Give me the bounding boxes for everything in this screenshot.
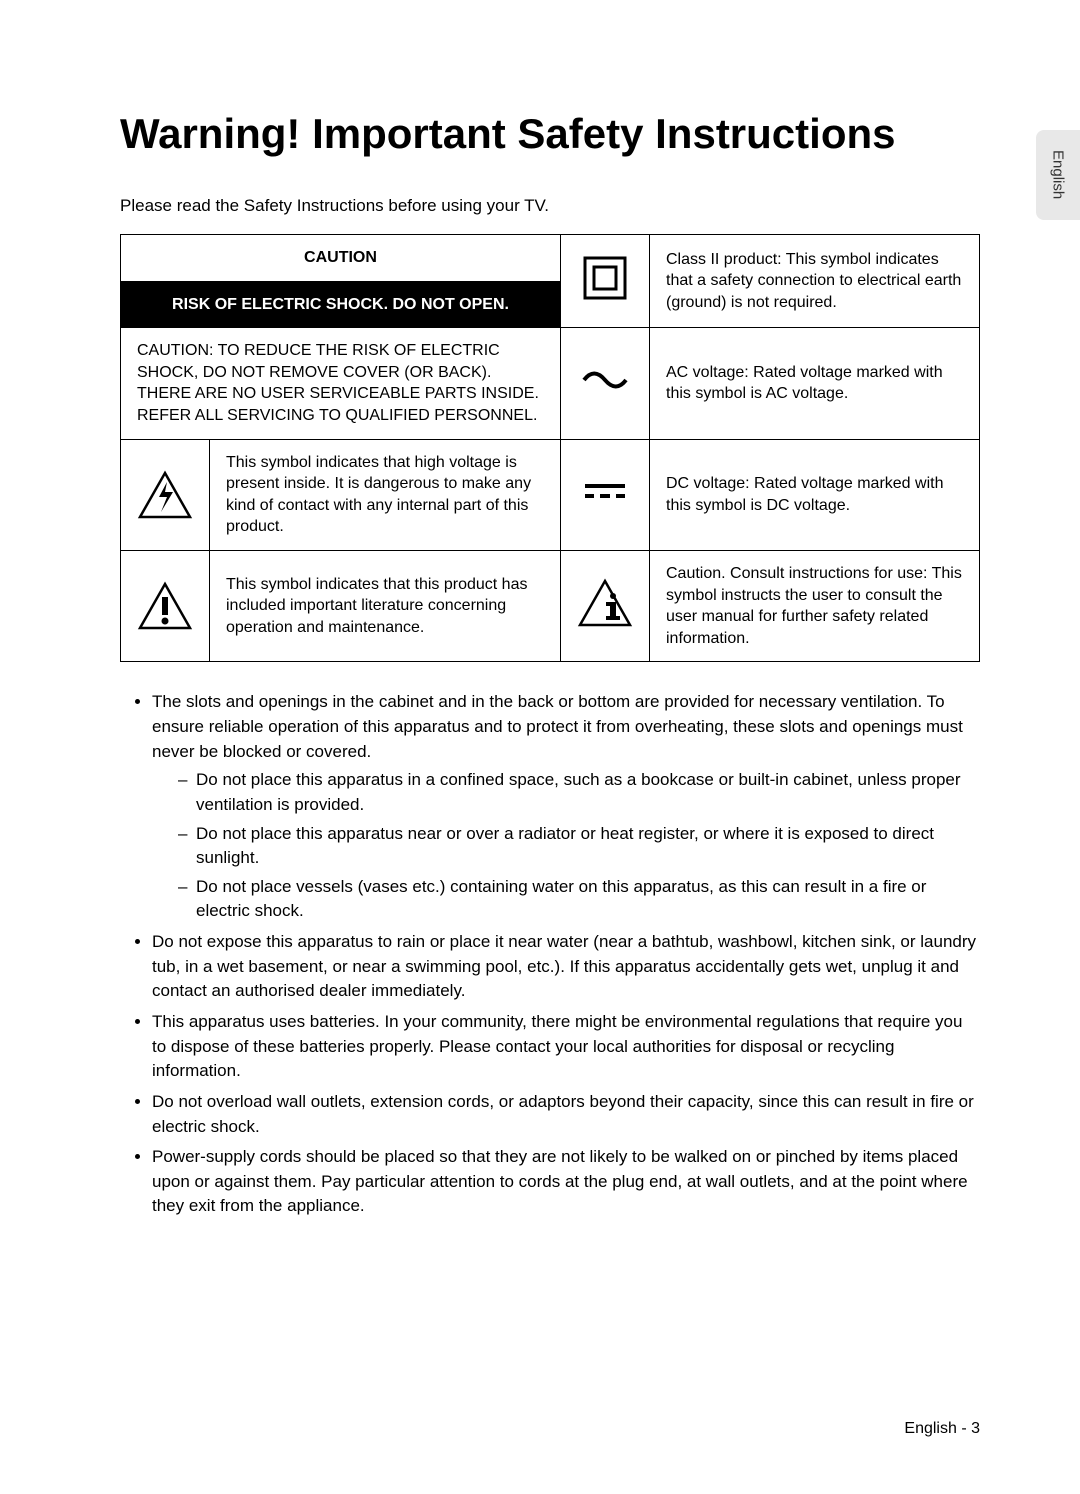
sub-item: Do not place this apparatus near or over… bbox=[178, 822, 980, 871]
caution-body: CAUTION: TO REDUCE THE RISK OF ELECTRIC … bbox=[121, 328, 561, 439]
consult-manual-icon bbox=[561, 550, 650, 661]
high-voltage-icon bbox=[121, 439, 210, 550]
safety-symbols-table: CAUTION Class II product: This symbol in… bbox=[120, 234, 980, 662]
bullet-item: Do not overload wall outlets, extension … bbox=[152, 1090, 980, 1139]
class2-text: Class II product: This symbol indicates … bbox=[650, 235, 980, 328]
page-footer: English - 3 bbox=[904, 1420, 980, 1438]
important-literature-text: This symbol indicates that this product … bbox=[210, 550, 561, 661]
class2-icon bbox=[561, 235, 650, 328]
risk-bar: RISK OF ELECTRIC SHOCK. DO NOT OPEN. bbox=[121, 281, 561, 328]
important-literature-icon bbox=[121, 550, 210, 661]
bullet-item: Do not expose this apparatus to rain or … bbox=[152, 930, 980, 1004]
sub-item: Do not place this apparatus in a confine… bbox=[178, 768, 980, 817]
sub-list: Do not place this apparatus in a confine… bbox=[152, 768, 980, 924]
caution-heading: CAUTION bbox=[121, 235, 561, 282]
bullet-item: The slots and openings in the cabinet an… bbox=[152, 690, 980, 924]
ac-voltage-text: AC voltage: Rated voltage marked with th… bbox=[650, 328, 980, 439]
safety-bullets: The slots and openings in the cabinet an… bbox=[120, 690, 980, 1219]
intro-text: Please read the Safety Instructions befo… bbox=[120, 196, 980, 216]
dc-voltage-icon bbox=[561, 439, 650, 550]
dc-voltage-text: DC voltage: Rated voltage marked with th… bbox=[650, 439, 980, 550]
high-voltage-text: This symbol indicates that high voltage … bbox=[210, 439, 561, 550]
ac-voltage-icon bbox=[561, 328, 650, 439]
bullet-item: This apparatus uses batteries. In your c… bbox=[152, 1010, 980, 1084]
consult-manual-text: Caution. Consult instructions for use: T… bbox=[650, 550, 980, 661]
bullet-item: Power-supply cords should be placed so t… bbox=[152, 1145, 980, 1219]
page-title: Warning! Important Safety Instructions bbox=[120, 110, 980, 158]
language-tab: English bbox=[1036, 130, 1080, 220]
language-tab-label: English bbox=[1050, 150, 1067, 199]
sub-item: Do not place vessels (vases etc.) contai… bbox=[178, 875, 980, 924]
bullet-text: The slots and openings in the cabinet an… bbox=[152, 692, 963, 760]
